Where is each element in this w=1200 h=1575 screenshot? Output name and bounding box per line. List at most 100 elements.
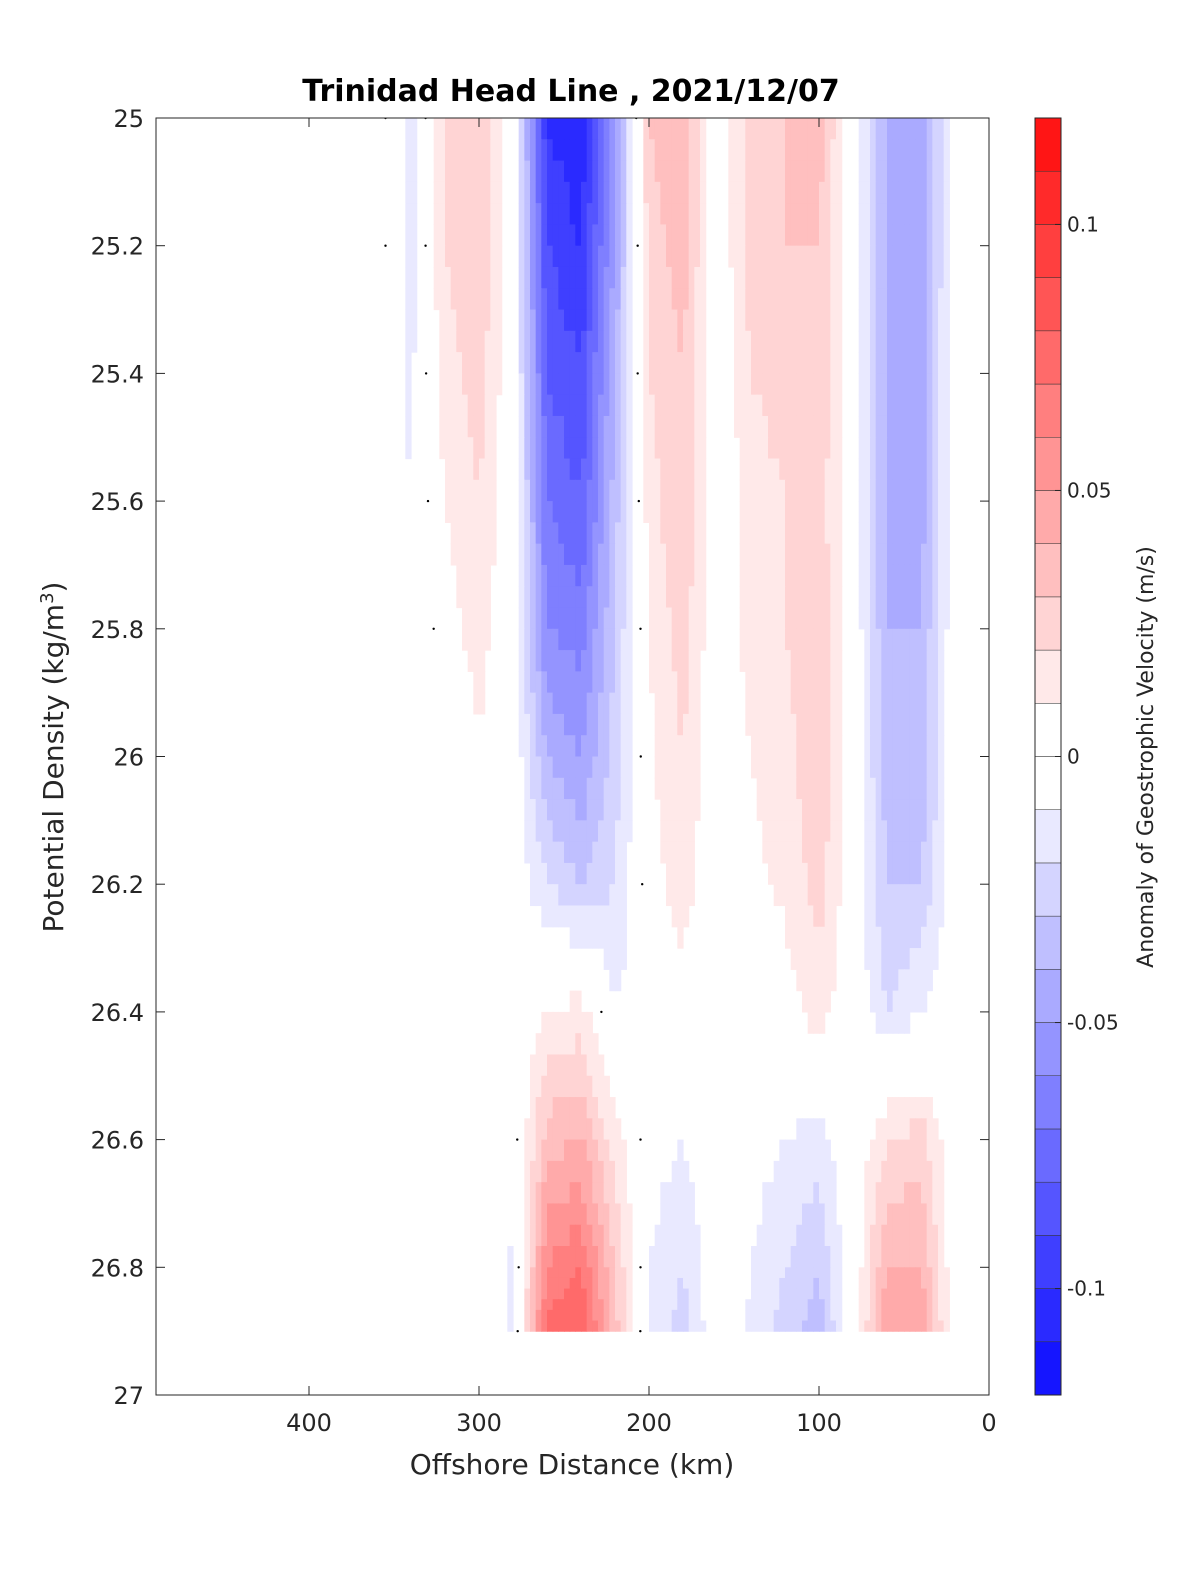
velocity-cell (660, 415, 667, 438)
velocity-cell (773, 884, 780, 907)
velocity-cell (603, 1097, 610, 1119)
velocity-cell (586, 288, 593, 311)
velocity-cell (751, 543, 758, 566)
velocity-cell (592, 309, 599, 332)
velocity-cell (660, 501, 667, 523)
velocity-cell (892, 1246, 899, 1268)
velocity-cell (660, 458, 667, 481)
velocity-cell (677, 415, 684, 438)
velocity-cell (807, 373, 814, 396)
velocity-cell (700, 288, 707, 311)
velocity-cell (654, 330, 661, 353)
y-tick-label: 27 (113, 1382, 144, 1410)
velocity-cell (569, 1299, 576, 1311)
velocity-cell (530, 713, 537, 736)
velocity-cell (932, 139, 939, 162)
velocity-cell (643, 160, 650, 183)
velocity-cell (938, 1277, 945, 1290)
velocity-cell (456, 479, 463, 502)
velocity-cell (881, 394, 888, 417)
velocity-cell (558, 1054, 565, 1077)
velocity-cell (898, 415, 905, 438)
velocity-cell (524, 266, 531, 289)
velocity-cell (898, 1139, 905, 1162)
velocity-cell (592, 373, 599, 396)
plot-area: 400 300 200 100 02525.225.425.625.82626.226.… (91, 105, 997, 1437)
velocity-cell (620, 394, 627, 417)
velocity-cell (450, 479, 457, 502)
velocity-cell (581, 799, 588, 821)
velocity-cell (609, 394, 616, 417)
velocity-cell (581, 330, 588, 353)
velocity-cell (756, 650, 763, 672)
velocity-cell (615, 160, 622, 183)
velocity-cell (756, 160, 763, 183)
velocity-cell (581, 415, 588, 438)
velocity-cell (921, 479, 928, 502)
velocity-cell (677, 1224, 684, 1247)
velocity-cell (734, 245, 741, 268)
velocity-cell (558, 1139, 565, 1162)
velocity-cell (490, 352, 497, 374)
velocity-cell (694, 756, 701, 779)
velocity-cell (603, 139, 610, 162)
velocity-cell (932, 735, 939, 758)
velocity-cell (598, 905, 605, 928)
velocity-cell (898, 756, 905, 779)
velocity-cell (734, 309, 741, 332)
velocity-cell (575, 1182, 582, 1205)
velocity-cell (524, 522, 531, 545)
colorbar-tick-label: -0.05 (1067, 1011, 1119, 1035)
velocity-cell (768, 501, 775, 523)
velocity-cell (592, 1118, 599, 1141)
velocity-cell (592, 245, 599, 268)
velocity-cell (518, 543, 525, 566)
velocity-cell (909, 926, 916, 949)
velocity-cell (864, 139, 871, 162)
velocity-cell (796, 522, 803, 545)
velocity-cell (892, 841, 899, 864)
velocity-cell (864, 1267, 871, 1279)
velocity-cell (904, 1320, 911, 1332)
velocity-cell (898, 607, 905, 630)
velocity-cell (586, 564, 593, 587)
velocity-cell (875, 1011, 882, 1034)
velocity-cell (688, 564, 695, 587)
velocity-field (399, 118, 950, 1332)
velocity-cell (921, 203, 928, 226)
velocity-cell (405, 160, 412, 183)
velocity-cell (700, 607, 707, 630)
velocity-cell (671, 564, 678, 587)
velocity-cell (530, 394, 537, 417)
velocity-cell (569, 756, 576, 779)
velocity-cell (881, 586, 888, 609)
velocity-cell (598, 1075, 605, 1098)
velocity-cell (887, 799, 894, 821)
velocity-cell (830, 458, 837, 481)
velocity-cell (898, 1267, 905, 1279)
velocity-cell (586, 543, 593, 566)
velocity-cell (620, 1288, 627, 1300)
velocity-cell (921, 735, 928, 758)
velocity-cell (575, 139, 582, 162)
velocity-cell (892, 1288, 899, 1300)
x-tick-label: 0 (981, 1409, 996, 1437)
velocity-cell (671, 139, 678, 162)
velocity-cell (411, 160, 418, 183)
velocity-cell (915, 394, 922, 417)
velocity-cell (524, 713, 531, 736)
velocity-cell (524, 650, 531, 672)
velocity-cell (768, 1267, 775, 1279)
velocity-cell (836, 735, 843, 758)
velocity-cell (671, 160, 678, 183)
velocity-cell (575, 203, 582, 226)
velocity-cell (898, 820, 905, 843)
velocity-cell (564, 1182, 571, 1205)
velocity-cell (569, 1320, 576, 1332)
velocity-cell (490, 437, 497, 460)
velocity-cell (479, 160, 486, 183)
velocity-cell (541, 309, 548, 332)
velocity-cell (654, 458, 661, 481)
velocity-cell (926, 650, 933, 672)
velocity-cell (688, 1203, 695, 1226)
